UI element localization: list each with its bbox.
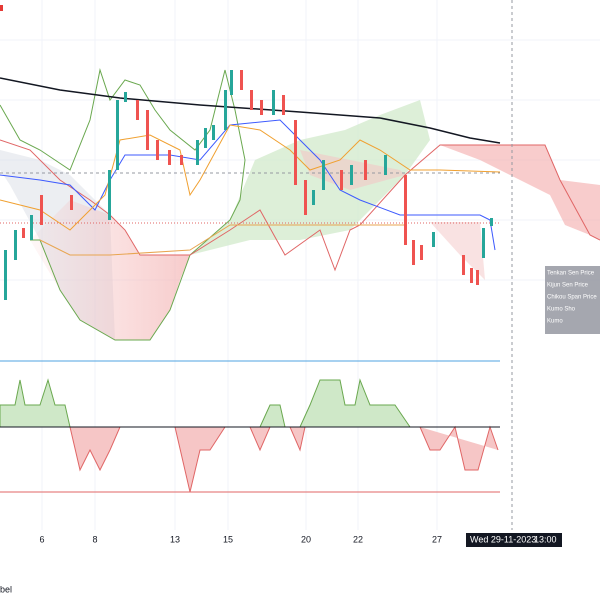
x-tick-label: 20 [301, 534, 311, 544]
crosshair-time: 13:00 [534, 534, 557, 544]
legend-item: Kijun Sen Price [547, 283, 589, 289]
x-tick-label: 27 [432, 534, 442, 544]
crosshair-box [466, 533, 562, 547]
x-tick-label: 22 [353, 534, 363, 544]
candles [4, 70, 493, 300]
footer-text: bel [0, 584, 12, 594]
legend-item: Kumo Sho [547, 307, 576, 313]
oscillator [0, 360, 500, 493]
x-tick-label: 13 [170, 534, 180, 544]
x-tick-label: 8 [92, 534, 97, 544]
legend-item: Tenkan Sen Price [547, 271, 595, 277]
marker [0, 5, 3, 11]
crosshair-date: Wed 29-11-2023 [470, 534, 536, 544]
legend-item: Chikou Span Price [547, 295, 597, 301]
legend-box [545, 266, 600, 334]
indicator-lines [0, 0, 600, 530]
legend-item: Kumo [547, 319, 563, 325]
x-tick-label: 15 [223, 534, 233, 544]
x-tick-label: 6 [39, 534, 44, 544]
